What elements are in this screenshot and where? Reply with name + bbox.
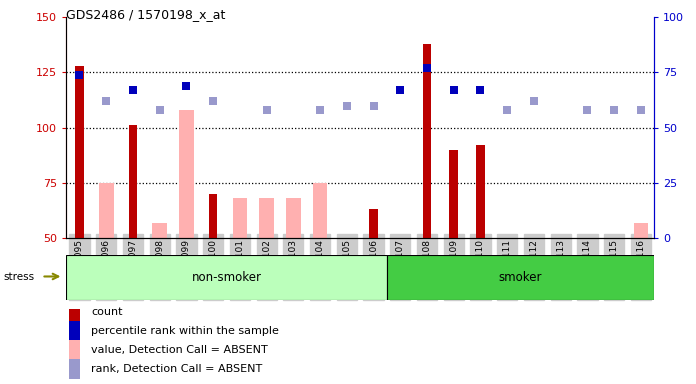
Bar: [313, 183, 327, 238]
Point: [341, 103, 352, 109]
Point: [608, 107, 619, 113]
Bar: [393, 238, 408, 315]
Point: [74, 72, 85, 78]
Bar: [99, 183, 113, 238]
Text: percentile rank within the sample: percentile rank within the sample: [91, 326, 279, 336]
Bar: [527, 238, 541, 276]
Text: non-smoker: non-smoker: [191, 271, 262, 284]
Bar: [370, 209, 378, 238]
Text: value, Detection Call = ABSENT: value, Detection Call = ABSENT: [91, 345, 268, 355]
Point: [261, 107, 272, 113]
Bar: [70, 359, 80, 379]
Text: count: count: [91, 307, 123, 317]
Point: [395, 87, 406, 93]
Bar: [580, 238, 595, 304]
Point: [181, 83, 192, 89]
Point: [315, 107, 326, 113]
Bar: [286, 199, 301, 238]
Point: [582, 107, 593, 113]
Bar: [70, 302, 80, 322]
Bar: [387, 255, 654, 300]
Bar: [633, 223, 648, 238]
Bar: [450, 150, 458, 238]
Bar: [500, 238, 514, 304]
Bar: [152, 223, 167, 238]
Bar: [75, 66, 84, 238]
Bar: [179, 110, 193, 238]
Bar: [476, 146, 484, 238]
Text: stress: stress: [3, 272, 35, 282]
Bar: [66, 255, 387, 300]
Point: [448, 87, 459, 93]
Point: [422, 65, 433, 71]
Bar: [129, 126, 137, 238]
Bar: [422, 44, 432, 238]
Point: [475, 87, 486, 93]
Point: [502, 107, 513, 113]
Bar: [70, 321, 80, 341]
Point: [127, 87, 139, 93]
Bar: [607, 238, 622, 278]
Text: GDS2486 / 1570198_x_at: GDS2486 / 1570198_x_at: [66, 8, 226, 22]
Point: [207, 98, 219, 104]
Point: [154, 107, 165, 113]
Point: [368, 103, 379, 109]
Point: [101, 98, 112, 104]
Point: [635, 107, 647, 113]
Bar: [232, 199, 247, 238]
Bar: [209, 194, 217, 238]
Text: smoker: smoker: [499, 271, 542, 284]
Bar: [260, 199, 274, 238]
Bar: [70, 340, 80, 360]
Bar: [553, 238, 568, 278]
Point: [528, 98, 539, 104]
Text: rank, Detection Call = ABSENT: rank, Detection Call = ABSENT: [91, 364, 262, 374]
